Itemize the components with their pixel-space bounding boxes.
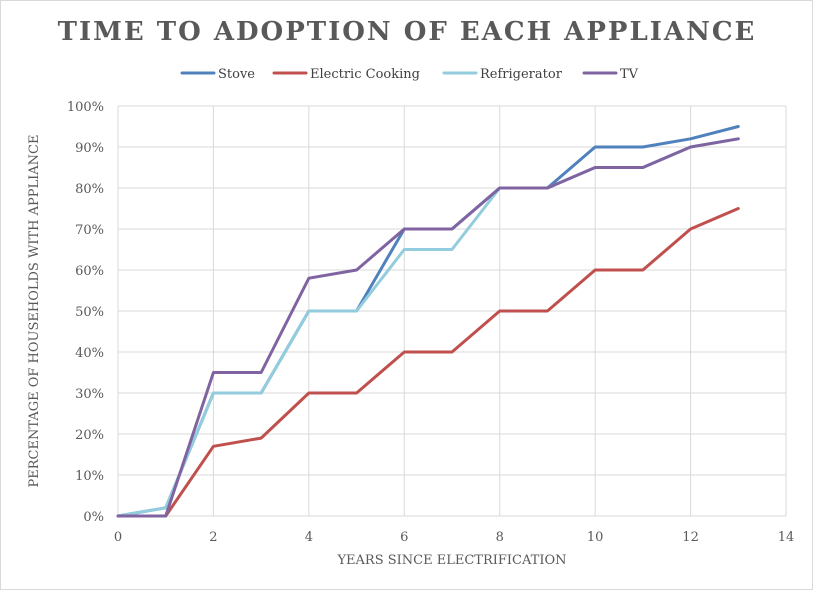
y-axis-ticks: 0% 10% 20% 30% 40% 50% 60% 70% 80% 90% 100% xyxy=(67,100,104,525)
y-tick-label: 80% xyxy=(75,182,104,197)
x-tick-label: 2 xyxy=(209,530,217,545)
legend-item-electric-cooking: Electric Cooking xyxy=(272,67,420,82)
y-tick-label: 10% xyxy=(75,469,104,484)
x-tick-label: 14 xyxy=(778,530,795,545)
series-line-stove xyxy=(116,125,740,518)
y-tick-label: 90% xyxy=(75,141,104,156)
y-tick-label: 30% xyxy=(75,387,104,402)
series-line-electric-cooking xyxy=(116,207,740,518)
y-tick-label: 0% xyxy=(83,510,104,525)
series-line-refrigerator xyxy=(116,137,740,518)
legend: Stove Electric Cooking Refrigerator TV xyxy=(180,67,639,82)
y-tick-label: 40% xyxy=(75,346,104,361)
legend-label: Electric Cooking xyxy=(310,67,420,82)
y-tick-label: 60% xyxy=(75,264,104,279)
legend-item-refrigerator: Refrigerator xyxy=(442,67,563,82)
gridlines xyxy=(117,105,787,517)
x-tick-label: 0 xyxy=(114,530,122,545)
legend-label: TV xyxy=(620,67,639,82)
x-axis-label: YEARS SINCE ELECTRIFICATION xyxy=(336,553,566,568)
legend-item-stove: Stove xyxy=(180,67,255,82)
x-tick-label: 10 xyxy=(587,530,604,545)
y-tick-label: 50% xyxy=(75,305,104,320)
series-line-tv xyxy=(116,137,740,518)
y-tick-label: 70% xyxy=(75,223,104,238)
legend-item-tv: TV xyxy=(582,67,639,82)
series-lines xyxy=(116,125,740,518)
legend-label: Refrigerator xyxy=(480,67,563,82)
y-axis-label: PERCENTAGE OF HOUSEHOLDS WITH APPLIANCE xyxy=(27,135,42,488)
y-tick-label: 20% xyxy=(75,428,104,443)
legend-label: Stove xyxy=(218,67,255,82)
x-tick-label: 6 xyxy=(400,530,408,545)
chart-title: TIME TO ADOPTION OF EACH APPLIANCE xyxy=(58,17,757,47)
x-tick-label: 8 xyxy=(496,530,504,545)
x-axis-ticks: 0 2 4 6 8 10 12 14 xyxy=(114,530,794,545)
x-tick-label: 4 xyxy=(305,530,313,545)
y-tick-label: 100% xyxy=(67,100,104,115)
x-tick-label: 12 xyxy=(682,530,699,545)
